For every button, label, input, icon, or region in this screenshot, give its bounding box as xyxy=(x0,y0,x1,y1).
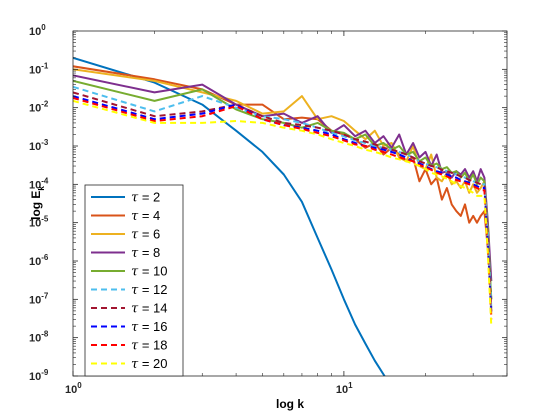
legend-tau-symbol: τ xyxy=(131,209,139,224)
legend-entry-label: τ = 12 xyxy=(131,282,167,298)
y-tick-exponent: 0 xyxy=(41,23,46,32)
legend-series-name: = 4 xyxy=(138,208,160,223)
legend-series-name: = 10 xyxy=(138,264,167,279)
legend-tau-symbol: τ xyxy=(131,302,139,317)
x-tick-exponent: 1 xyxy=(348,381,353,390)
y-tick-exponent: -9 xyxy=(41,368,49,377)
y-tick-exponent: -7 xyxy=(41,291,49,300)
legend-tau-symbol: τ xyxy=(131,283,139,298)
y-tick-label: 10-9 xyxy=(29,368,49,383)
y-tick-exponent: -2 xyxy=(41,100,49,109)
legend-tau-symbol: τ xyxy=(131,357,139,372)
x-axis-label: log k xyxy=(276,397,304,411)
legend-entry-label: τ = 10 xyxy=(131,264,167,280)
y-tick-exponent: -5 xyxy=(41,215,49,224)
y-axis-label-subscript: k xyxy=(37,186,46,191)
legend-entry-label: τ = 14 xyxy=(131,301,167,317)
y-tick-label: 10-1 xyxy=(29,61,49,76)
legend-series-name: = 18 xyxy=(138,338,167,353)
legend-entry-label: τ = 4 xyxy=(131,208,160,224)
x-tick-label: 100 xyxy=(65,381,82,396)
legend-tau-symbol: τ xyxy=(131,320,139,335)
y-tick-label: 100 xyxy=(29,23,46,38)
x-tick-exponent: 0 xyxy=(77,381,82,390)
legend-series-name: = 2 xyxy=(138,190,160,205)
legend-tau-symbol: τ xyxy=(131,228,139,243)
legend-entry-label: τ = 16 xyxy=(131,319,167,335)
legend-series-name: = 12 xyxy=(138,282,167,297)
y-tick-label: 10-2 xyxy=(29,100,49,115)
x-tick-label: 101 xyxy=(336,381,353,396)
legend-entry-label: τ = 6 xyxy=(131,227,160,243)
legend-tau-symbol: τ xyxy=(131,339,139,354)
legend-entry-label: τ = 20 xyxy=(131,356,167,372)
y-tick-label: 10-8 xyxy=(29,330,49,345)
series-line-tau-8 xyxy=(73,74,493,282)
y-tick-exponent: -6 xyxy=(41,253,49,262)
legend-entry-label: τ = 18 xyxy=(131,338,167,354)
y-tick-exponent: -3 xyxy=(41,138,49,147)
y-tick-label: 10-3 xyxy=(29,138,49,153)
legend-tau-symbol: τ xyxy=(131,246,139,261)
legend-entry-label: τ = 2 xyxy=(131,190,160,206)
plot-frame xyxy=(72,30,508,377)
legend-series-name: = 8 xyxy=(138,245,160,260)
legend-tau-symbol: τ xyxy=(131,191,139,206)
y-axis-label-main: log E xyxy=(29,191,43,220)
legend-entry-label: τ = 8 xyxy=(131,245,160,261)
legend-series-name: = 16 xyxy=(138,319,167,334)
y-tick-label: 10-6 xyxy=(29,253,49,268)
y-tick-exponent: -8 xyxy=(41,330,49,339)
y-axis-label: log Ek xyxy=(29,186,46,220)
legend-series-name: = 6 xyxy=(138,227,160,242)
y-tick-exponent: -4 xyxy=(41,176,49,185)
y-tick-label: 10-7 xyxy=(29,291,49,306)
legend-tau-symbol: τ xyxy=(131,265,139,280)
y-tick-exponent: -1 xyxy=(41,61,49,70)
series-line-tau-18 xyxy=(73,96,493,320)
tick-layer: 10010-110-210-310-410-510-610-710-810-91… xyxy=(29,23,508,396)
series-line-tau-20 xyxy=(73,99,493,327)
legend-series-name: = 14 xyxy=(138,301,167,316)
series-line-tau-14 xyxy=(73,91,493,311)
legend: τ = 2τ = 4τ = 6τ = 8τ = 10τ = 12τ = 14τ … xyxy=(84,184,184,377)
series-layer xyxy=(73,56,493,376)
legend-series-name: = 20 xyxy=(138,356,167,371)
